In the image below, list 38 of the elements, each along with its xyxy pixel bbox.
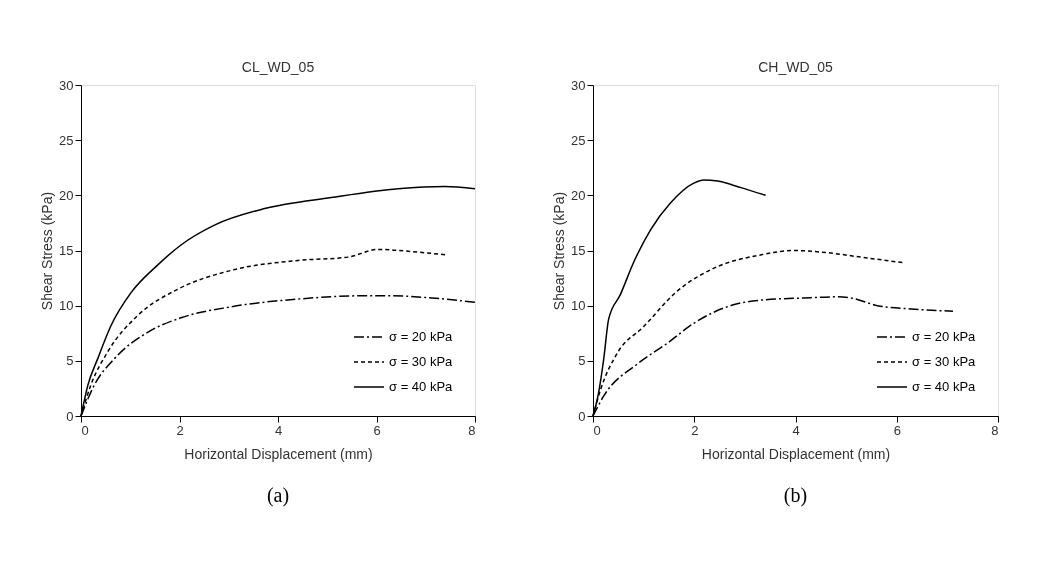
y-tick-label: 20 bbox=[59, 187, 74, 203]
x-tick-label: 2 bbox=[176, 422, 184, 438]
y-axis-title: Shear Stress (kPa) bbox=[39, 191, 56, 311]
chart-title: CH_WD_05 bbox=[758, 59, 834, 75]
x-tick-label: 0 bbox=[593, 422, 601, 438]
x-tick-label: 2 bbox=[691, 422, 699, 438]
x-tick-label: 4 bbox=[792, 422, 800, 438]
y-tick-label: 15 bbox=[59, 243, 74, 258]
y-axis-title: Shear Stress (kPa) bbox=[551, 191, 568, 311]
x-tick-label: 0 bbox=[81, 422, 89, 438]
y-tick-label: 0 bbox=[578, 408, 586, 424]
y-tick-label: 30 bbox=[59, 77, 74, 93]
y-tick-label: 15 bbox=[571, 243, 586, 258]
x-tick-label: 8 bbox=[991, 422, 999, 438]
legend-label: σ = 30 kPa bbox=[912, 354, 977, 369]
y-tick-label: 5 bbox=[578, 353, 586, 369]
y-tick-label: 25 bbox=[571, 132, 586, 148]
legend-label: σ = 20 kPa bbox=[389, 329, 454, 344]
legend-label: σ = 30 kPa bbox=[389, 354, 454, 369]
x-tick-label: 8 bbox=[468, 422, 476, 438]
legend-label: σ = 20 kPa bbox=[912, 329, 977, 344]
y-tick-label: 10 bbox=[571, 298, 586, 314]
text: (b) bbox=[783, 484, 808, 507]
y-tick-label: 20 bbox=[571, 187, 586, 203]
y-tick-label: 30 bbox=[571, 77, 586, 93]
chart-title: CL_WD_05 bbox=[241, 59, 315, 75]
text: (a) bbox=[266, 484, 290, 507]
x-axis-title: Horizontal Displacement (mm) bbox=[184, 445, 373, 462]
legend-label: σ = 40 kPa bbox=[389, 379, 454, 394]
x-tick-label: 4 bbox=[274, 422, 283, 438]
y-tick-label: 0 bbox=[66, 408, 74, 424]
y-tick-label: 25 bbox=[59, 132, 74, 148]
y-tick-label: 5 bbox=[66, 353, 74, 369]
y-tick-label: 10 bbox=[59, 298, 74, 314]
x-axis-title: Horizontal Displacement (mm) bbox=[701, 445, 891, 462]
legend-label: σ = 40 kPa bbox=[912, 379, 977, 394]
x-tick-label: 6 bbox=[373, 422, 381, 438]
x-tick-label: 6 bbox=[893, 422, 901, 438]
